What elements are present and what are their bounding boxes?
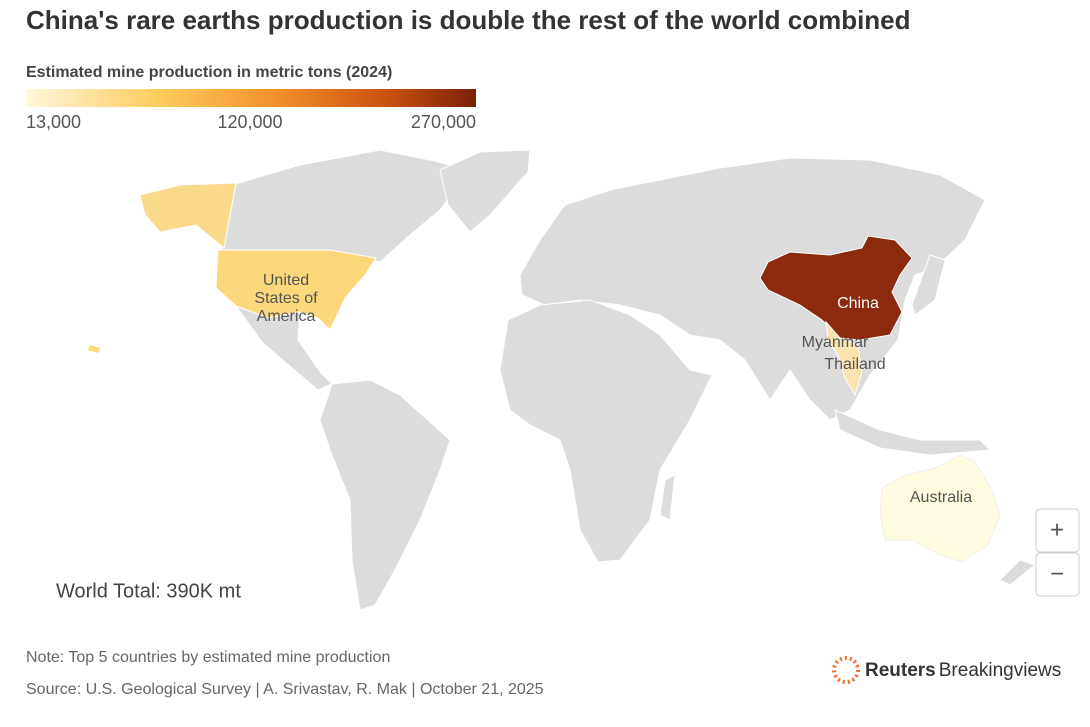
note: Note: Top 5 countries by estimated mine … (26, 649, 390, 666)
greenland (439, 149, 531, 233)
brand-logo (832, 656, 860, 684)
australia (879, 454, 1001, 563)
central-america (234, 304, 333, 391)
brand-name: Breakingviews (939, 660, 1062, 681)
legend-title: Estimated mine production in metric tons… (26, 64, 392, 81)
legend-label: 120,000 (217, 112, 282, 132)
madagascar (659, 474, 676, 521)
brand-bold: Reuters (865, 660, 936, 681)
new-zealand (999, 559, 1037, 586)
world-map (88, 149, 1037, 611)
alaska (139, 182, 237, 249)
map-label: Myanmar (802, 334, 869, 351)
zoom-out-label: − (1050, 560, 1064, 587)
map-label: China (837, 295, 879, 312)
map-label: United (263, 272, 309, 289)
map-label: Thailand (824, 356, 885, 373)
hawaii (88, 345, 100, 353)
south-america (319, 379, 451, 611)
china (759, 235, 913, 341)
myanmar-thailand (825, 320, 863, 397)
map-label: States of (254, 290, 318, 307)
eurasia (519, 157, 986, 421)
source: Source: U.S. Geological Survey | A. Sriv… (26, 681, 544, 698)
japan (911, 254, 946, 316)
canada (214, 149, 471, 263)
annotation: World Total: 390K mt (56, 580, 241, 602)
map-label: America (257, 308, 316, 325)
zoom-out-button[interactable]: − (1035, 552, 1080, 597)
title: China's rare earths production is double… (26, 5, 911, 35)
legend-label: 270,000 (411, 112, 476, 132)
map-label: Australia (910, 489, 972, 506)
indonesia (834, 409, 992, 456)
legend-label: 13,000 (26, 112, 81, 132)
zoom-in-button[interactable]: + (1035, 508, 1080, 553)
zoom-in-label: + (1050, 516, 1064, 543)
legend-gradient (26, 89, 476, 107)
africa (499, 299, 713, 563)
usa (215, 249, 377, 331)
brand: Reuters Breakingviews (865, 660, 1061, 681)
